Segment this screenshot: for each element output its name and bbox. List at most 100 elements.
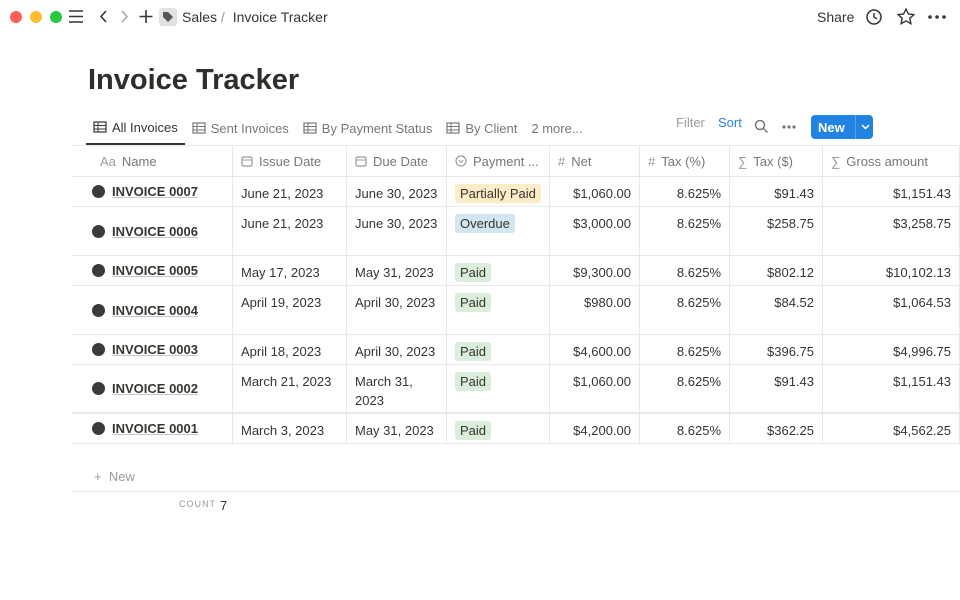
table-cell: 8.625%: [640, 365, 730, 412]
cell-text: June 21, 2023: [241, 186, 324, 201]
table-row: INVOICE 0004 April 19, 2023 April 30, 2023…: [72, 286, 960, 335]
table-cell: $4,562.25: [823, 414, 960, 443]
status-pill: Paid: [455, 372, 492, 391]
cell-text: $4,996.75: [893, 344, 951, 359]
table-cell: $3,000.00: [550, 207, 640, 255]
column-label: Tax ($): [753, 154, 794, 169]
cell-text: 8.625%: [676, 216, 721, 231]
cell-text: $3,000.00: [573, 216, 631, 231]
view-tab[interactable]: By Client: [439, 116, 524, 140]
window-chrome: [10, 7, 946, 26]
tab-icon: [93, 121, 107, 133]
table-cell: 8.625%: [640, 335, 730, 364]
breadcrumb-separator: /: [220, 9, 225, 25]
table-cell: $10,102.13: [823, 256, 960, 285]
cell-text: May 31, 2023: [355, 265, 434, 280]
view-tab-label: By Payment Status: [321, 120, 433, 136]
column-header[interactable]: Due Date: [347, 146, 447, 176]
table: Aa Name Issue Date Due Date Payment ... # Net #…: [72, 145, 960, 444]
column-header[interactable]: Aa Name: [72, 146, 233, 176]
table-cell: 8.625%: [640, 414, 730, 443]
column-label: Name: [121, 154, 157, 169]
column-header[interactable]: Issue Date: [233, 146, 347, 176]
table-cell: 8.625%: [640, 177, 730, 206]
table-cell: April 19, 2023: [233, 286, 347, 334]
view-tab[interactable]: By Payment Status: [296, 116, 440, 140]
table-cell: $91.43: [730, 177, 823, 206]
table-row: INVOICE 0006 June 21, 2023 June 30, 2023 Ov…: [72, 207, 960, 256]
breadcrumb-item[interactable]: Invoice Tracker: [232, 9, 328, 25]
breadcrumb-item[interactable]: Sales: [182, 9, 218, 25]
new-dropdown[interactable]: [855, 115, 873, 139]
new-button[interactable]: New: [811, 115, 873, 139]
table-cell: $9,300.00: [550, 256, 640, 285]
share-button[interactable]: Share: [817, 9, 855, 25]
invoice-icon: [92, 264, 105, 277]
cell-text: 8.625%: [676, 423, 721, 438]
column-icon: #: [648, 154, 656, 169]
column-label: Payment ...: [473, 154, 539, 169]
cell-text: March 31, 2023: [355, 374, 413, 408]
add-row[interactable]: + New: [72, 462, 960, 492]
table-cell: INVOICE 0002: [72, 365, 233, 412]
more-views[interactable]: 2 more...: [531, 120, 583, 136]
column-header[interactable]: # Net: [550, 146, 640, 176]
cell-text: April 30, 2023: [355, 295, 436, 310]
table-cell: May 17, 2023: [233, 256, 347, 285]
table-cell: March 21, 2023: [233, 365, 347, 412]
cell-text: $362.25: [767, 423, 814, 438]
sort-button[interactable]: Sort: [718, 115, 742, 130]
invoice-name[interactable]: INVOICE 0007: [112, 184, 198, 199]
table-cell: INVOICE 0007: [72, 177, 233, 206]
cell-text: 8.625%: [676, 186, 721, 201]
table-cell: $4,600.00: [550, 335, 640, 364]
status-pill: Paid: [455, 342, 492, 361]
cell-text: April 19, 2023: [241, 295, 322, 310]
status-pill: Overdue: [455, 214, 515, 233]
view-tabs: All Invoices Sent Invoices By Payment Stat…: [86, 116, 590, 145]
invoice-name[interactable]: INVOICE 0004: [112, 302, 198, 318]
column-header[interactable]: ∑ Tax ($): [730, 146, 823, 176]
cell-text: 8.625%: [676, 344, 721, 359]
table-cell: $1,060.00: [550, 365, 640, 412]
view-tab[interactable]: Sent Invoices: [185, 116, 296, 140]
tab-icon: [303, 122, 317, 134]
cell-text: May 17, 2023: [241, 265, 320, 280]
table-cell: $3,258.75: [823, 207, 960, 255]
table-cell: INVOICE 0005: [72, 256, 233, 285]
cell-text: $4,562.25: [893, 423, 951, 438]
cell-text: March 3, 2023: [241, 423, 325, 438]
cell-text: 8.625%: [676, 295, 721, 310]
column-icon: ∑: [738, 154, 748, 169]
count-label: COUNT: [179, 499, 216, 509]
status-pill: Paid: [455, 421, 492, 440]
invoice-name[interactable]: INVOICE 0005: [112, 263, 198, 278]
column-header[interactable]: # Tax (%): [640, 146, 730, 176]
table-row: INVOICE 0003 April 18, 2023 April 30, 2023…: [72, 335, 960, 365]
table-cell: INVOICE 0004: [72, 286, 233, 334]
invoice-icon: [92, 224, 105, 238]
column-icon: ∑: [831, 154, 841, 169]
table-cell: INVOICE 0001: [72, 414, 233, 443]
column-header[interactable]: Payment ...: [447, 146, 550, 176]
table-cell: March 3, 2023: [233, 414, 347, 443]
cell-text: $84.52: [774, 295, 814, 310]
cell-text: $396.75: [767, 344, 814, 359]
invoice-name[interactable]: INVOICE 0003: [112, 342, 198, 357]
status-pill: Partially Paid: [455, 184, 541, 203]
tab-icon: [192, 122, 206, 134]
column-label: Tax (%): [661, 154, 706, 169]
column-icon: Aa: [100, 154, 116, 169]
invoice-name[interactable]: INVOICE 0001: [112, 421, 198, 436]
invoice-name[interactable]: INVOICE 0002: [112, 381, 198, 396]
column-header[interactable]: ∑ Gross amount: [823, 146, 960, 176]
cell-text: 8.625%: [676, 265, 721, 280]
invoice-name[interactable]: INVOICE 0006: [112, 223, 198, 239]
cell-text: $1,060.00: [573, 186, 631, 201]
table-cell: 8.625%: [640, 286, 730, 334]
filter-button[interactable]: Filter: [676, 115, 705, 130]
tab-icon: [446, 122, 460, 134]
view-tab[interactable]: All Invoices: [86, 116, 185, 145]
cell-text: June 30, 2023: [355, 186, 438, 201]
breadcrumb: Sales / Invoice Tracker: [182, 9, 328, 25]
